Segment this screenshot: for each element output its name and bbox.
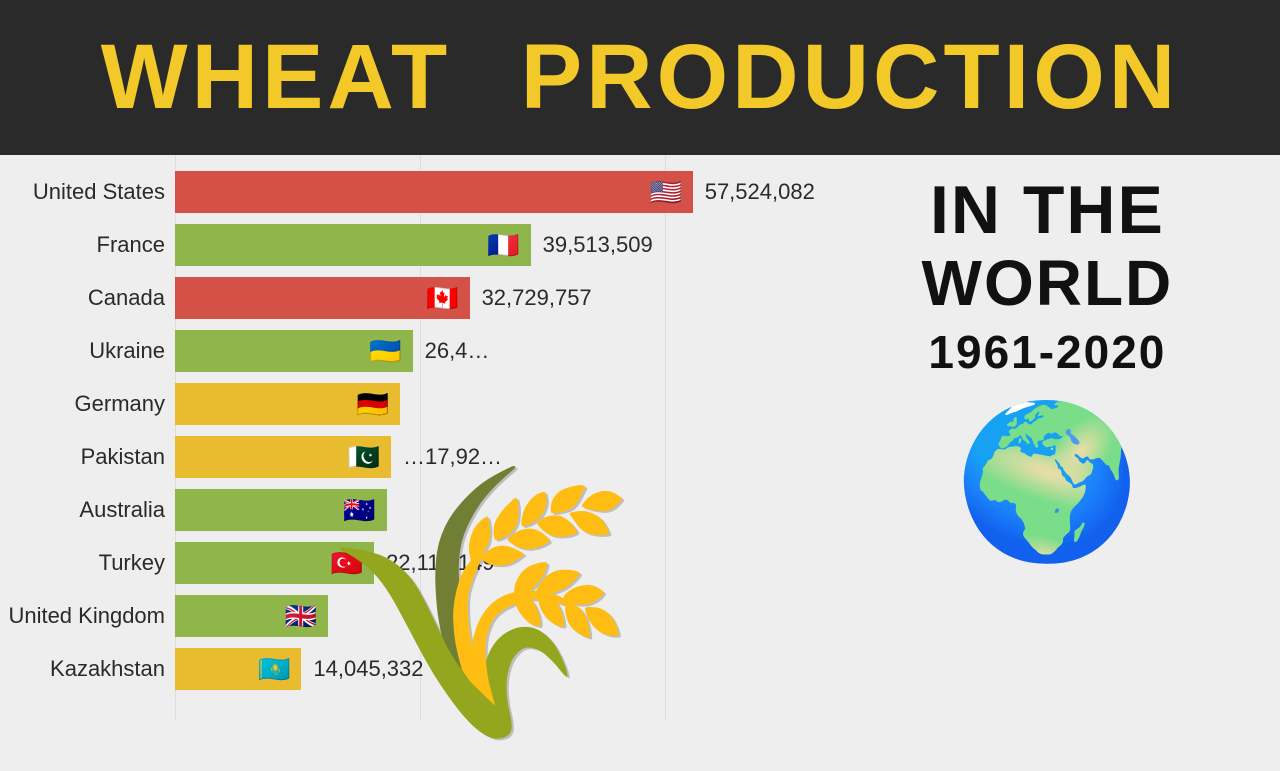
country-label: Kazakhstan xyxy=(0,656,175,682)
bar-wrap: 🇩🇪 xyxy=(175,377,815,430)
value-label: 14,045,332 xyxy=(313,656,423,682)
bar-row: Australia 🇦🇺 xyxy=(0,483,815,536)
title-word-2: PRODUCTION xyxy=(521,26,1179,128)
bar-row: Pakistan 🇵🇰 …17,92… xyxy=(0,430,815,483)
country-label: Australia xyxy=(0,497,175,523)
flag-icon: 🇺🇦 xyxy=(365,337,407,365)
bar: 🇨🇦 xyxy=(175,277,470,319)
bar-wrap: 🇨🇦 32,729,757 xyxy=(175,271,815,324)
country-label: United States xyxy=(0,179,175,205)
flag-icon: 🇫🇷 xyxy=(483,231,525,259)
value-label: 57,524,082 xyxy=(705,179,815,205)
country-label: United Kingdom xyxy=(0,603,175,629)
bar-row: France 🇫🇷 39,513,509 xyxy=(0,218,815,271)
bar-wrap: 🇦🇺 xyxy=(175,483,815,536)
country-label: Canada xyxy=(0,285,175,311)
country-label: Germany xyxy=(0,391,175,417)
flag-icon: 🇩🇪 xyxy=(352,390,394,418)
bar-row: United Kingdom 🇬🇧 xyxy=(0,589,815,642)
header-title: WHEAT PRODUCTION xyxy=(101,25,1179,130)
subtitle-line1: IN THE xyxy=(930,175,1165,246)
bar-row: Kazakhstan 🇰🇿 14,045,332 xyxy=(0,642,815,695)
flag-icon: 🇺🇸 xyxy=(645,178,687,206)
bar-row: Canada 🇨🇦 32,729,757 xyxy=(0,271,815,324)
globe-icon: 🌍 xyxy=(954,406,1141,556)
bar: 🇰🇿 xyxy=(175,648,301,690)
bar-wrap: 🇰🇿 14,045,332 xyxy=(175,642,815,695)
bar-wrap: 🇵🇰 …17,92… xyxy=(175,430,815,483)
bar-wrap: 🇺🇸 57,524,082 xyxy=(175,165,815,218)
flag-icon: 🇰🇿 xyxy=(253,655,295,683)
title-word-1: WHEAT xyxy=(101,26,451,128)
bar: 🇹🇷 xyxy=(175,542,374,584)
header-banner: WHEAT PRODUCTION xyxy=(0,0,1280,155)
value-label: 22,118,149 xyxy=(386,550,494,576)
bar: 🇬🇧 xyxy=(175,595,328,637)
bar-row: Turkey 🇹🇷 22,118,149 xyxy=(0,536,815,589)
flag-icon: 🇹🇷 xyxy=(326,549,368,577)
flag-icon: 🇬🇧 xyxy=(280,602,322,630)
bar-row: United States 🇺🇸 57,524,082 xyxy=(0,165,815,218)
value-label: 39,513,509 xyxy=(543,232,653,258)
flag-icon: 🇨🇦 xyxy=(422,284,464,312)
country-label: Pakistan xyxy=(0,444,175,470)
value-label: …17,92… xyxy=(403,444,502,470)
subtitle-years: 1961-2020 xyxy=(928,328,1166,376)
value-label: 32,729,757 xyxy=(482,285,592,311)
main-area: United States 🇺🇸 57,524,082 France 🇫🇷 39,513,… xyxy=(0,155,1280,720)
bar-wrap: 🇹🇷 22,118,149 xyxy=(175,536,815,589)
flag-icon: 🇦🇺 xyxy=(339,496,381,524)
bar-row: Germany 🇩🇪 xyxy=(0,377,815,430)
bar-row: Ukraine 🇺🇦 26,4… xyxy=(0,324,815,377)
bar-wrap: 🇫🇷 39,513,509 xyxy=(175,218,815,271)
value-label: 26,4… xyxy=(425,338,490,364)
bar: 🇩🇪 xyxy=(175,383,400,425)
country-label: France xyxy=(0,232,175,258)
bar-chart: United States 🇺🇸 57,524,082 France 🇫🇷 39,513,… xyxy=(0,155,815,720)
bar: 🇵🇰 xyxy=(175,436,391,478)
side-panel: IN THE WORLD 1961-2020 🌍 xyxy=(815,155,1280,720)
country-label: Turkey xyxy=(0,550,175,576)
bar: 🇺🇸 xyxy=(175,171,693,213)
bar: 🇦🇺 xyxy=(175,489,387,531)
bar-wrap: 🇺🇦 26,4… xyxy=(175,324,815,377)
bar: 🇫🇷 xyxy=(175,224,531,266)
bar-wrap: 🇬🇧 xyxy=(175,589,815,642)
country-label: Ukraine xyxy=(0,338,175,364)
bar: 🇺🇦 xyxy=(175,330,413,372)
flag-icon: 🇵🇰 xyxy=(343,443,385,471)
subtitle-line2: WORLD xyxy=(922,250,1174,317)
